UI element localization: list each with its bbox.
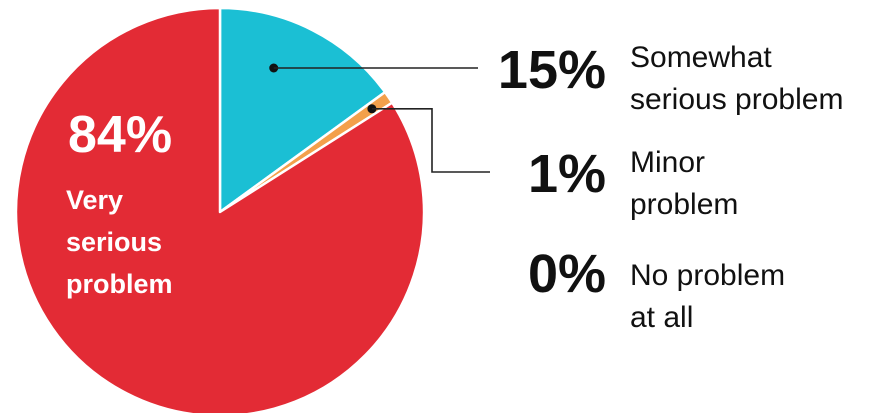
pie-slice-very-serious-problem xyxy=(14,6,426,418)
slice-label-no-problem-line-2: at all xyxy=(630,301,693,334)
data-label-no-problem-value: 0% xyxy=(528,244,606,304)
leader-lines xyxy=(269,63,490,173)
slice-label-minor-line-1: Minor xyxy=(630,146,705,179)
slice-label-very-serious-line-3: problem xyxy=(66,269,173,299)
data-label-somewhat-serious-value: 15% xyxy=(498,40,606,100)
slice-label-minor-line-2: problem xyxy=(630,188,738,221)
data-label-minor-value: 1% xyxy=(528,144,606,204)
slice-label-somewhat-serious-line-1: Somewhat xyxy=(630,41,772,74)
pie-slice-somewhat-serious-problem xyxy=(218,6,387,214)
slice-label-very-serious-line-1: Very xyxy=(66,185,123,215)
slice-label-no-problem-line-1: No problem xyxy=(630,259,785,292)
leader-line-minor xyxy=(371,108,490,173)
pie-slices xyxy=(14,6,426,418)
slice-label-somewhat-serious-line-2: serious problem xyxy=(630,83,843,116)
data-label-very-serious-value: 84% xyxy=(68,106,172,164)
slice-label-very-serious-line-2: serious xyxy=(66,227,162,257)
slice-labels: 84% Very serious problem 15% Somewhat se… xyxy=(66,40,843,334)
